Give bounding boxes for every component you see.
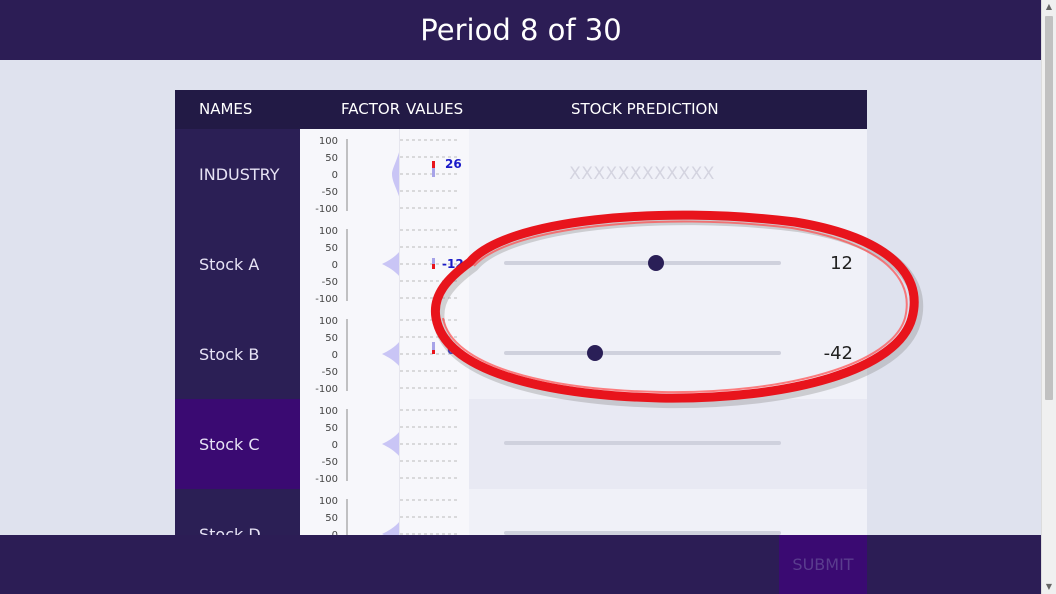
- prediction-slider[interactable]: [504, 441, 781, 445]
- prediction-cell: 12: [469, 219, 867, 310]
- table-row-stock-b: Stock B 100 50 0 -50 -100: [175, 309, 867, 400]
- axis-tick-label: 0: [332, 350, 338, 361]
- factor-distribution-chart: 100 50 0 -50 -100: [315, 406, 400, 485]
- factor-chart: 100 50 0 -50 -100: [300, 129, 400, 219]
- factor-chart: 100 50 0 -50 -100: [300, 219, 400, 309]
- axis-tick-label: 100: [319, 226, 338, 237]
- table-row-stock-c: Stock C 100 50 0 -50 -100: [175, 399, 867, 490]
- scroll-thumb[interactable]: [1045, 16, 1053, 400]
- slider-thumb[interactable]: [648, 255, 665, 271]
- slider-value: -42: [823, 343, 853, 364]
- value-label: -12: [442, 257, 464, 271]
- factor-distribution-chart: 100 50 0 -50 -100: [315, 316, 400, 395]
- axis-tick-label: -50: [322, 367, 338, 378]
- factor-distribution-chart: 100 50 0 -50 -100: [315, 136, 400, 215]
- column-header-prediction: STOCK PREDICTION: [571, 100, 719, 118]
- prediction-slider[interactable]: [504, 255, 781, 271]
- prediction-slider[interactable]: [504, 531, 781, 535]
- period-title: Period 8 of 30: [420, 13, 622, 47]
- axis-tick-label: 100: [319, 496, 338, 507]
- footer-bar: SUBMIT: [0, 535, 1042, 594]
- axis-tick-label: 100: [319, 406, 338, 417]
- vertical-scrollbar[interactable]: ▲ ▼: [1041, 0, 1056, 594]
- axis-tick-label: 0: [332, 440, 338, 451]
- prediction-slider[interactable]: [504, 345, 781, 361]
- axis-tick-label: -50: [322, 457, 338, 468]
- period-header: Period 8 of 30: [0, 0, 1042, 60]
- column-header-values: VALUES: [406, 100, 464, 118]
- table-header: NAMES FACTOR VALUES STOCK PREDICTION: [175, 90, 867, 129]
- value-label: 6: [447, 343, 455, 357]
- value-indicator: -12: [400, 219, 469, 309]
- row-name-industry: INDUSTRY: [175, 129, 300, 219]
- axis-tick-label: 50: [325, 153, 338, 164]
- row-name-stock-b: Stock B: [175, 309, 300, 399]
- axis-tick-label: -100: [315, 474, 338, 485]
- axis-tick-label: -100: [315, 384, 338, 395]
- prediction-table: NAMES FACTOR VALUES STOCK PREDICTION IND…: [175, 90, 867, 580]
- axis-tick-label: 0: [332, 170, 338, 181]
- prediction-placeholder: XXXXXXXXXXXX: [569, 164, 715, 184]
- submit-button[interactable]: SUBMIT: [779, 535, 867, 594]
- slider-thumb[interactable]: [587, 345, 604, 361]
- axis-tick-label: -50: [322, 277, 338, 288]
- prediction-cell: XXXXXXXXXXXX: [469, 129, 867, 220]
- prediction-cell: -42: [469, 309, 867, 400]
- axis-tick-label: 100: [319, 136, 338, 147]
- table-row-industry: INDUSTRY 100 50 0 -50 -100: [175, 129, 867, 220]
- axis-tick-label: -100: [315, 204, 338, 215]
- table-row-stock-a: Stock A 100 50 0 -50 -100: [175, 219, 867, 310]
- factor-chart: 100 50 0 -50 -100: [300, 309, 400, 399]
- axis-tick-label: -100: [315, 294, 338, 305]
- slider-value: 12: [830, 253, 853, 274]
- column-header-factor: FACTOR: [341, 100, 401, 118]
- axis-tick-label: 50: [325, 423, 338, 434]
- axis-tick-label: 50: [325, 333, 338, 344]
- value-label: 26: [445, 157, 462, 171]
- value-indicator: 6: [400, 309, 469, 399]
- factor-distribution-chart: 100 50 0 -50 -100: [315, 226, 400, 305]
- axis-tick-label: 50: [325, 243, 338, 254]
- row-name-stock-a: Stock A: [175, 219, 300, 309]
- scroll-down-arrow-icon[interactable]: ▼: [1045, 582, 1053, 591]
- factor-chart: 100 50 0 -50 -100: [300, 399, 400, 489]
- axis-tick-label: 100: [319, 316, 338, 327]
- axis-tick-label: 50: [325, 513, 338, 524]
- axis-tick-label: -50: [322, 187, 338, 198]
- axis-tick-label: 0: [332, 260, 338, 271]
- prediction-cell: [469, 399, 867, 490]
- scroll-up-arrow-icon[interactable]: ▲: [1045, 2, 1053, 11]
- value-indicator: 26: [400, 129, 469, 219]
- value-indicator: [400, 399, 469, 489]
- row-name-stock-c: Stock C: [175, 399, 300, 489]
- column-header-names: NAMES: [199, 100, 253, 118]
